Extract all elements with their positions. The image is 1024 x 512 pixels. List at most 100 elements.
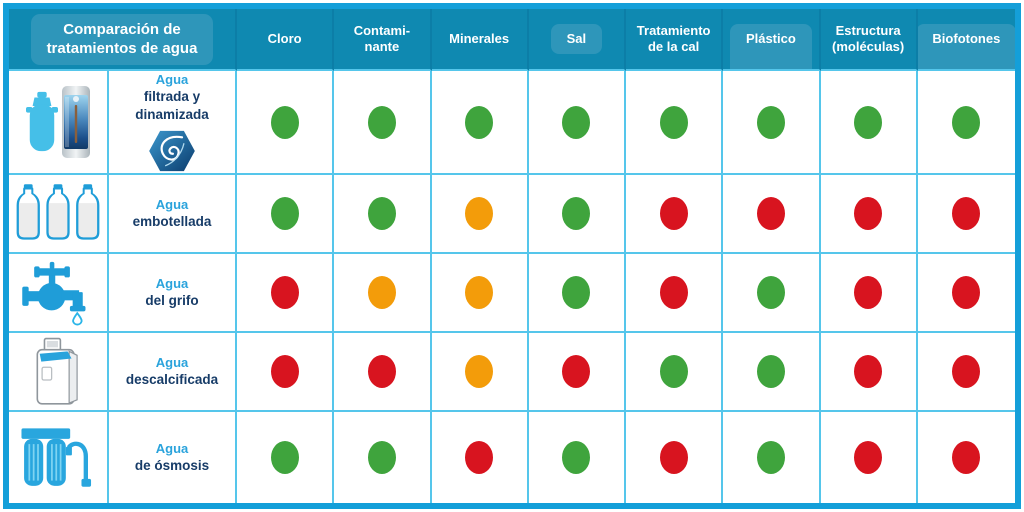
row-label-agua-de-osmosis: Agua de ósmosis	[109, 412, 237, 503]
status-dot-green	[756, 276, 785, 309]
row-label-prefix: Agua	[155, 72, 189, 88]
row-label-name: de ósmosis	[134, 457, 210, 473]
status-cell	[820, 71, 918, 175]
status-dot-orange	[465, 197, 494, 230]
dynamizer-hexagon-swirl-icon	[149, 130, 195, 171]
status-dot-green	[756, 355, 785, 388]
status-cell	[237, 254, 335, 333]
status-dot-red	[854, 441, 883, 474]
table-title-cell: Comparación de tratamientos de agua	[9, 9, 237, 71]
status-cell	[626, 254, 724, 333]
status-dot-green	[659, 355, 688, 388]
row-label-prefix: Agua	[155, 275, 189, 291]
row-label-agua-embotellada: Agua embotellada	[109, 175, 237, 254]
status-cell	[334, 333, 432, 412]
status-dot-green	[659, 105, 688, 139]
status-cell	[528, 333, 626, 412]
status-dot-red	[367, 355, 396, 388]
status-cell	[334, 175, 432, 254]
status-dot-red	[659, 441, 688, 474]
status-cell	[528, 71, 626, 175]
status-cell	[917, 333, 1015, 412]
status-cell	[334, 412, 432, 503]
status-dot-red	[952, 355, 981, 388]
status-dot-green	[367, 197, 396, 230]
status-cell	[820, 412, 918, 503]
status-dot-red	[854, 276, 883, 309]
status-dot-red	[854, 197, 883, 230]
status-cell	[528, 254, 626, 333]
status-cell	[528, 412, 626, 503]
column-header-sal: Sal	[528, 9, 626, 71]
status-dot-green	[952, 105, 981, 139]
status-dot-orange	[367, 276, 396, 309]
column-header-contaminante: Contami- nante	[334, 9, 432, 71]
status-dot-green	[367, 105, 396, 139]
water-softener-icon	[36, 337, 78, 405]
status-dot-red	[854, 355, 883, 388]
row-label-agua-del-grifo: Agua del grifo	[109, 254, 237, 333]
comparison-table: Comparación de tratamientos de agua Clor…	[9, 9, 1015, 503]
status-cell	[917, 412, 1015, 503]
status-cell	[723, 333, 821, 412]
status-dot-green	[562, 441, 591, 474]
column-header-biofotones: Biofotones	[917, 9, 1015, 71]
status-cell	[917, 254, 1015, 333]
status-cell	[237, 333, 335, 412]
row-label-name: filtrada y dinamizada	[135, 89, 209, 122]
row-label-agua-descalcificada: Agua descalcificada	[109, 333, 237, 412]
status-dot-green	[465, 105, 494, 139]
water-bottles-icon	[16, 183, 100, 240]
status-cell	[626, 333, 724, 412]
status-dot-red	[562, 355, 591, 388]
status-cell	[626, 412, 724, 503]
status-cell	[431, 175, 529, 254]
row-label-prefix: Agua	[155, 196, 189, 212]
status-cell	[723, 412, 821, 503]
status-dot-green	[270, 441, 299, 474]
table-frame: Comparación de tratamientos de agua Clor…	[3, 3, 1021, 509]
water-filter-cartridge-icon	[25, 91, 58, 152]
status-cell	[334, 71, 432, 175]
status-dot-green	[562, 105, 591, 139]
status-dot-green	[367, 441, 396, 474]
status-dot-green	[854, 105, 883, 139]
status-cell	[237, 175, 335, 254]
row-label-prefix: Agua	[155, 440, 189, 456]
column-header-estructura: Estructura (moléculas)	[820, 9, 918, 71]
status-cell	[820, 254, 918, 333]
water-tap-icon	[22, 261, 86, 325]
status-dot-orange	[465, 276, 494, 309]
column-header-cloro: Cloro	[237, 9, 335, 71]
status-cell	[820, 333, 918, 412]
status-cell	[237, 71, 335, 175]
row-label-agua-filtrada-dinamizada: Agua filtrada y dinamizada	[109, 71, 237, 175]
status-cell	[528, 175, 626, 254]
status-dot-red	[952, 276, 981, 309]
status-cell	[237, 412, 335, 503]
status-dot-green	[756, 441, 785, 474]
status-cell	[334, 254, 432, 333]
status-dot-red	[465, 441, 494, 474]
status-dot-green	[270, 105, 299, 139]
row-label-prefix: Agua	[155, 354, 189, 370]
status-dot-red	[952, 441, 981, 474]
status-cell	[723, 175, 821, 254]
status-dot-green	[562, 276, 591, 309]
status-cell	[431, 412, 529, 503]
row-label-name: del grifo	[145, 292, 199, 308]
status-cell	[723, 71, 821, 175]
table-title: Comparación de tratamientos de agua	[30, 13, 214, 65]
row-label-name: descalcificada	[125, 371, 219, 387]
row-icon-cell	[9, 71, 109, 175]
status-dot-red	[270, 276, 299, 309]
status-cell	[431, 254, 529, 333]
row-icon-cell	[9, 333, 109, 412]
status-cell	[820, 175, 918, 254]
row-label-name: embotellada	[132, 213, 212, 229]
row-icon-cell	[9, 175, 109, 254]
row-icon-cell	[9, 254, 109, 333]
status-dot-red	[659, 197, 688, 230]
row-icon-cell	[9, 412, 109, 503]
